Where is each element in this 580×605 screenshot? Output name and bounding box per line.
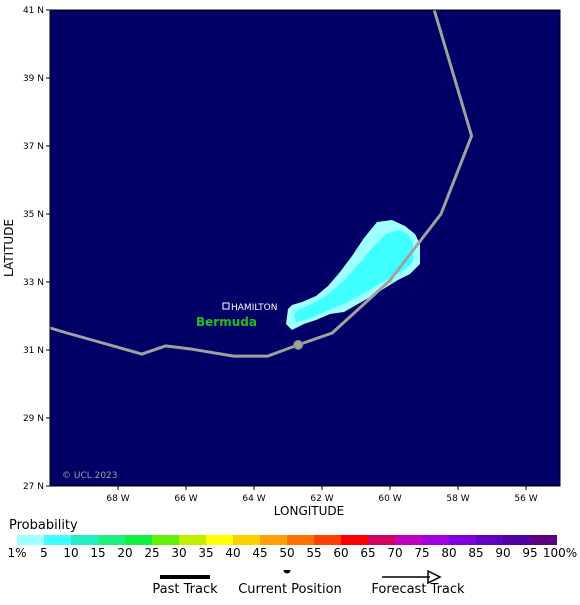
current-position-label: Current Position — [238, 582, 342, 597]
forecast-track-key-icon — [382, 570, 442, 585]
lat-tick-label: 29 N — [23, 414, 44, 424]
axis-ticks: 41 N 39 N 37 N 35 N 33 N 31 N 29 N 27 N 68 W 66 W… — [23, 6, 538, 504]
lat-tick-label: 31 N — [23, 346, 44, 356]
probability-label: 95 — [522, 546, 538, 560]
lon-tick-label: 60 W — [378, 494, 401, 504]
probability-swatch — [17, 535, 44, 545]
probability-label: 85 — [468, 546, 484, 560]
probability-swatch — [368, 535, 395, 545]
probability-swatch — [260, 535, 287, 545]
probability-labels: 1% 5 10 15 20 25 30 35 40 45 50 55 60 65 70 75 80 85 90 95 1… — [0, 546, 580, 560]
storm-track — [50, 10, 474, 358]
y-axis-title: LATITUDE — [2, 219, 16, 277]
probability-label: 50 — [279, 546, 295, 560]
probability-swatch — [341, 535, 368, 545]
probability-label: 30 — [171, 546, 187, 560]
lon-tick-label: 68 W — [106, 494, 129, 504]
lat-tick-label: 27 N — [23, 482, 44, 492]
lon-tick-label: 62 W — [310, 494, 333, 504]
probability-swatch — [179, 535, 206, 545]
lat-tick-label: 39 N — [23, 74, 44, 84]
past-track-label: Past Track — [152, 582, 218, 597]
probability-swatch — [422, 535, 449, 545]
current-position-marker — [293, 339, 304, 350]
probability-label: 35 — [198, 546, 214, 560]
probability-label: 90 — [495, 546, 511, 560]
legend-title: Probability — [9, 518, 78, 533]
lon-tick-label: 58 W — [446, 494, 469, 504]
probability-label: 5 — [40, 546, 48, 560]
probability-swatch — [287, 535, 314, 545]
probability-label: 80 — [441, 546, 457, 560]
probability-label: 20 — [117, 546, 133, 560]
probability-label: 40 — [225, 546, 241, 560]
current-position-key-icon — [283, 570, 291, 574]
probability-label: 60 — [333, 546, 349, 560]
probability-color-bar — [17, 535, 557, 545]
map-frame — [49, 9, 561, 487]
probability-label: 65 — [360, 546, 376, 560]
probability-label: 100% — [542, 546, 578, 560]
probability-label: 1% — [7, 546, 27, 560]
probability-label: 10 — [63, 546, 79, 560]
probability-area-inner — [294, 230, 413, 322]
lat-tick-label: 35 N — [23, 210, 44, 220]
lat-tick-label: 33 N — [23, 278, 44, 288]
probability-swatch — [44, 535, 71, 545]
probability-swatch — [449, 535, 476, 545]
lat-tick-label: 37 N — [23, 142, 44, 152]
probability-label: 25 — [144, 546, 160, 560]
probability-label: 70 — [387, 546, 403, 560]
lat-tick-label: 41 N — [23, 6, 44, 16]
probability-swatch — [206, 535, 233, 545]
probability-swatch — [395, 535, 422, 545]
lon-tick-label: 66 W — [174, 494, 197, 504]
x-axis-title: LONGITUDE — [274, 504, 344, 518]
lon-tick-label: 64 W — [242, 494, 265, 504]
copyright-text: © UCL 2023 — [62, 471, 118, 481]
probability-swatch — [314, 535, 341, 545]
probability-swatch — [71, 535, 98, 545]
probability-label: 75 — [414, 546, 430, 560]
city-label: HAMILTON — [231, 303, 277, 313]
probability-label: 55 — [306, 546, 322, 560]
forecast-track-label: Forecast Track — [371, 582, 465, 597]
ocean-background — [50, 10, 560, 486]
probability-label: 45 — [252, 546, 268, 560]
probability-swatch — [476, 535, 503, 545]
probability-swatch — [125, 535, 152, 545]
past-track-key-icon — [160, 575, 210, 579]
probability-label: 15 — [90, 546, 106, 560]
probability-swatch — [98, 535, 125, 545]
lon-tick-label: 56 W — [514, 494, 537, 504]
probability-swatch — [503, 535, 530, 545]
city-marker-icon — [222, 302, 230, 310]
probability-swatch — [530, 535, 557, 545]
probability-swatch — [233, 535, 260, 545]
probability-swatch — [152, 535, 179, 545]
region-label: Bermuda — [196, 315, 257, 329]
